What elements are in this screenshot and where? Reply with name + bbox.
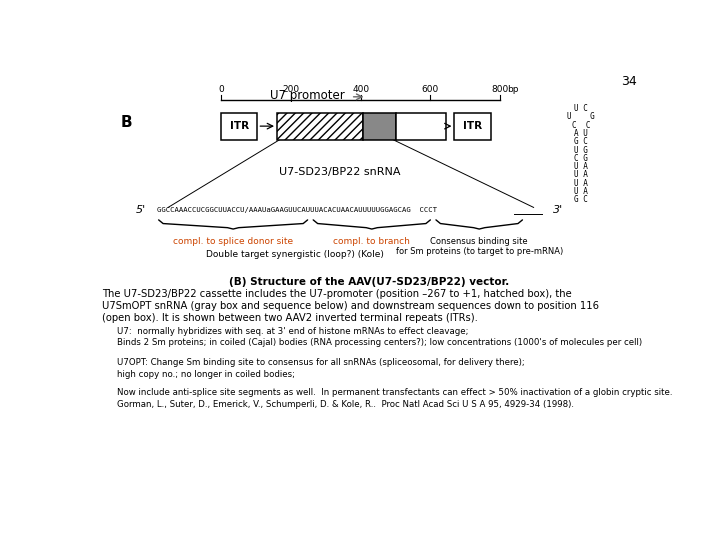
Text: G C: G C [574, 137, 588, 146]
Text: 200: 200 [282, 85, 300, 94]
Text: ITR: ITR [463, 121, 482, 131]
Text: (B) Structure of the AAV(U7-SD23/BP22) vector.: (B) Structure of the AAV(U7-SD23/BP22) v… [229, 277, 509, 287]
Text: (open box). It is shown between two AAV2 inverted terminal repeats (ITRs).: (open box). It is shown between two AAV2… [102, 313, 478, 323]
Text: G C: G C [574, 195, 588, 205]
Text: 400: 400 [352, 85, 369, 94]
Text: U7 promoter: U7 promoter [270, 89, 345, 102]
Text: U A: U A [574, 179, 588, 188]
Text: bp: bp [507, 85, 518, 94]
Text: The U7-SD23/BP22 cassette includes the U7-promoter (position –267 to +1, hatched: The U7-SD23/BP22 cassette includes the U… [102, 288, 572, 299]
Text: Double target synergistic (loop?) (Kole): Double target synergistic (loop?) (Kole) [206, 250, 384, 259]
Text: 3': 3' [553, 205, 563, 215]
Bar [396, 113, 446, 140]
Text: Gorman, L., Suter, D., Emerick, V., Schumperli, D. & Kole, R..  Proc Natl Acad S: Gorman, L., Suter, D., Emerick, V., Schu… [117, 400, 574, 409]
Text: U A: U A [574, 187, 588, 196]
Text: U A: U A [574, 162, 588, 171]
Text: A U: A U [574, 129, 588, 138]
Text: Now include anti-splice site segments as well.  In permanent transfectants can e: Now include anti-splice site segments as… [117, 388, 672, 397]
Text: ITR: ITR [230, 121, 249, 131]
Text: B: B [121, 114, 132, 130]
Text: C G: C G [574, 154, 588, 163]
Text: 800: 800 [492, 85, 509, 94]
Text: U G: U G [574, 146, 588, 154]
Text: high copy no.; no longer in coiled bodies;: high copy no.; no longer in coiled bodie… [117, 369, 294, 379]
Bar [221, 113, 258, 140]
Bar [454, 113, 490, 140]
Text: U7OPT: Change Sm binding site to consensus for all snRNAs (spliceosomal, for del: U7OPT: Change Sm binding site to consens… [117, 358, 525, 367]
Text: C  C: C C [572, 120, 590, 130]
Text: GGCCAAACCUCGGCUUACCU/AAAUaGAAGUUCAUUUACACUAACAUUUUUGGAGCAG  CCCT: GGCCAAACCUCGGCUUACCU/AAAUaGAAGUUCAUUUACA… [157, 207, 437, 213]
Text: 600: 600 [422, 85, 439, 94]
Text: U7SmOPT snRNA (gray box and sequence below) and downstream sequences down to pos: U7SmOPT snRNA (gray box and sequence bel… [102, 301, 599, 311]
Text: Binds 2 Sm proteins; in coiled (Cajal) bodies (RNA processing centers?); low con: Binds 2 Sm proteins; in coiled (Cajal) b… [117, 339, 642, 347]
Bar [277, 113, 364, 140]
Text: compl. to splice donor site: compl. to splice donor site [173, 238, 293, 246]
Text: U    G: U G [567, 112, 595, 122]
Text: 34: 34 [621, 75, 637, 88]
Bar [364, 113, 396, 140]
Text: Consensus binding site
for Sm proteins (to target to pre-mRNA): Consensus binding site for Sm proteins (… [395, 237, 563, 256]
Text: compl. to branch: compl. to branch [333, 238, 410, 246]
Text: U C: U C [574, 104, 588, 113]
Text: 5': 5' [135, 205, 145, 215]
Text: 0: 0 [218, 85, 224, 94]
Text: U7:  normally hybridizes with seq. at 3' end of histone mRNAs to effect cleavage: U7: normally hybridizes with seq. at 3' … [117, 327, 468, 336]
Text: U7-SD23/BP22 snRNA: U7-SD23/BP22 snRNA [279, 167, 400, 177]
Text: U A: U A [574, 171, 588, 179]
